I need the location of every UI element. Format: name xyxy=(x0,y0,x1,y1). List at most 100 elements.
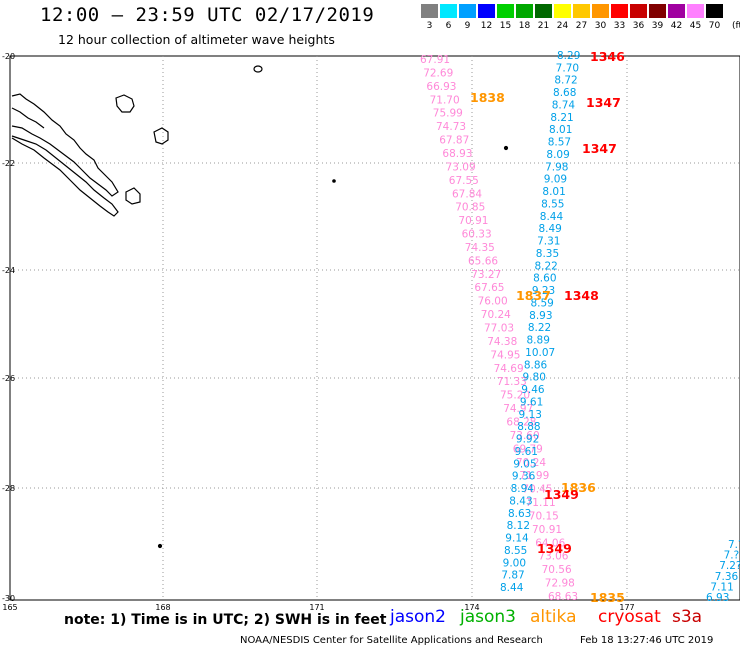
wave-height-label: 69.79 xyxy=(513,443,543,455)
wave-height-label: 66.93 xyxy=(426,81,456,93)
wave-height-label: 8.09 xyxy=(546,149,569,161)
wave-height-label: 70.85 xyxy=(455,202,485,214)
coast-strip xyxy=(11,107,45,129)
wave-height-label: 73.09 xyxy=(446,161,476,173)
wave-height-label: 74.38 xyxy=(487,336,517,348)
wave-height-label: 8.60 xyxy=(533,273,556,285)
pass-time-label: 1347 xyxy=(586,95,621,110)
isle-of-pines xyxy=(125,187,141,205)
wave-height-label: 7.70 xyxy=(556,62,579,74)
scale-label: 45 xyxy=(689,21,702,31)
scale-swatch xyxy=(573,4,590,18)
wave-height-label: 8.49 xyxy=(538,223,561,235)
wave-height-label: 74.35 xyxy=(465,242,495,254)
wave-height-label: 8.21 xyxy=(550,112,573,124)
scale-label: 70 xyxy=(708,21,721,31)
wave-height-label: 67.87 xyxy=(439,135,469,147)
wave-height-label: 8.44 xyxy=(540,211,564,223)
wave-height-label: 9.14 xyxy=(505,533,529,545)
wave-height-label: 8.94 xyxy=(511,483,535,495)
wave-height-label: 74.73 xyxy=(436,121,466,133)
latitude-label: -22 xyxy=(2,159,15,168)
island-north xyxy=(253,65,263,73)
wave-height-label: 8.55 xyxy=(504,545,527,557)
wave-height-label: 8.01 xyxy=(542,186,565,198)
scale-label: 6 xyxy=(445,21,452,31)
scale-label: 42 xyxy=(670,21,683,31)
wave-height-label: 8.72 xyxy=(554,75,577,87)
pass-time-label: 1837 xyxy=(516,288,551,303)
scale-label: 15 xyxy=(499,21,512,31)
islet-3 xyxy=(157,543,163,549)
wave-height-label: 9.23 xyxy=(532,285,555,297)
wave-height-label: 8.89 xyxy=(527,335,550,347)
wave-height-label: 9.61 xyxy=(520,396,543,408)
wave-height-label: 8.68 xyxy=(553,87,576,99)
legend-altika: altika xyxy=(530,607,577,627)
wave-height-label: 8.74 xyxy=(552,99,576,111)
wave-height-label: 8.93 xyxy=(529,310,552,322)
pass-time-label: 1349 xyxy=(544,487,579,502)
wave-height-label: 71.70 xyxy=(430,94,460,106)
pass-time-label: 1349 xyxy=(537,541,572,556)
wave-height-label: 7.36 xyxy=(715,571,739,583)
scale-swatch xyxy=(649,4,666,18)
new-caledonia-coast-west xyxy=(11,93,119,197)
wave-height-label: 65.66 xyxy=(468,255,498,267)
wave-height-label: 9.05 xyxy=(513,458,536,470)
wave-height-label: 9.80 xyxy=(523,372,546,384)
wave-height-label: 8.88 xyxy=(517,421,540,433)
wave-height-label: 8.01 xyxy=(549,124,572,136)
latitude-label: -26 xyxy=(2,374,15,383)
legend-jason2: jason2 xyxy=(390,607,446,627)
wave-height-label: 8.86 xyxy=(524,359,548,371)
loyalty-island-1 xyxy=(115,94,135,113)
footer-note: note: 1) Time is in UTC; 2) SWH is in fe… xyxy=(64,612,387,628)
wave-height-label: 68.63 xyxy=(548,591,578,603)
wave-height-label: 8.43 xyxy=(509,495,532,507)
latitude-label: -30 xyxy=(2,594,15,603)
wave-height-label: 67.55 xyxy=(449,175,479,187)
wave-height-label: 8.35 xyxy=(536,248,559,260)
new-caledonia-coast-east xyxy=(11,135,119,217)
coastline xyxy=(11,65,509,549)
scale-swatch xyxy=(516,4,533,18)
wave-height-label: 8.57 xyxy=(548,137,571,149)
scale-label: 24 xyxy=(556,21,569,31)
wave-height-label: 9.00 xyxy=(503,557,526,569)
wave-height-label: 7.? xyxy=(728,539,740,551)
islet-1 xyxy=(332,179,336,183)
wave-height-label: 9.61 xyxy=(515,446,538,458)
scale-swatch xyxy=(706,4,723,18)
legend-cryosat: cryosat xyxy=(598,607,661,627)
wave-height-label: 60.33 xyxy=(462,229,492,241)
legend-s3a: s3a xyxy=(672,607,703,627)
wave-height-label: 72.98 xyxy=(545,578,575,590)
wave-height-label: 9.13 xyxy=(519,409,542,421)
wave-height-label: 8.59 xyxy=(530,297,553,309)
longitude-label: 174 xyxy=(464,603,479,612)
longitude-label: 165 xyxy=(2,603,17,612)
scale-label: 30 xyxy=(594,21,607,31)
pass-time-label: 1835 xyxy=(590,590,625,605)
scale-label: 27 xyxy=(575,21,588,31)
wave-height-label: 7.31 xyxy=(537,236,560,248)
scale-swatch xyxy=(611,4,628,18)
map-grid: 165 168 171 174 177 -20 -22 -24 -26 -28 -30 xyxy=(2,52,740,612)
wave-height-label: 68.93 xyxy=(442,148,472,160)
wave-height-label: 67.84 xyxy=(452,188,482,200)
scale-swatch xyxy=(668,4,685,18)
color-scale-unit: (ft) xyxy=(732,21,740,31)
scale-swatch xyxy=(459,4,476,18)
latitude-label: -24 xyxy=(2,266,15,275)
scale-label: 18 xyxy=(518,21,531,31)
wave-height-label: 9.09 xyxy=(544,174,567,186)
scale-label: 33 xyxy=(613,21,626,31)
legend-jason3: jason3 xyxy=(460,607,516,627)
wave-height-label: 70.91 xyxy=(458,215,488,227)
latitude-label: -28 xyxy=(2,484,15,493)
wave-height-label: 75.99 xyxy=(433,108,463,120)
